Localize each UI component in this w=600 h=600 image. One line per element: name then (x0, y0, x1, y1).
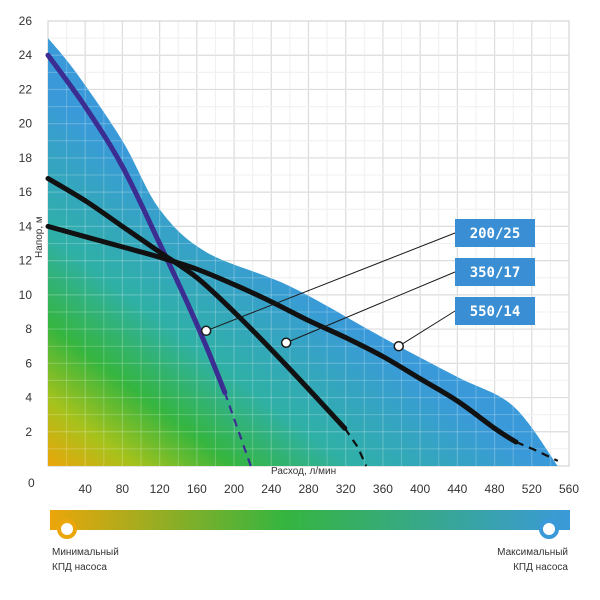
x-tick-label: 200 (224, 482, 244, 496)
callouts: 200/25 350/17 550/14 (200, 219, 535, 352)
x-tick-label: 40 (79, 482, 93, 496)
operating-point-marker (393, 340, 404, 352)
x-tick-label: 80 (116, 482, 130, 496)
min-efficiency-label-1: Минимальный (52, 547, 119, 558)
y-tick-label: 24 (19, 48, 33, 62)
x-tick-label: 400 (410, 482, 430, 496)
min-efficiency-label-2: КПД насоса (52, 562, 107, 573)
y-tick-label: 26 (19, 14, 33, 28)
y-tick-label: 8 (25, 322, 32, 336)
curve-extension-550-14 (515, 440, 559, 462)
series-tag (455, 258, 535, 286)
x-tick-label: 280 (298, 482, 318, 496)
x-tick-label: 240 (261, 482, 281, 496)
efficiency-gradient-bar (50, 510, 570, 530)
max-efficiency-label-2: КПД насоса (513, 562, 568, 573)
y-axis-label: Напор, м (34, 216, 45, 258)
max-efficiency-marker (539, 519, 559, 539)
y-tick-label: 10 (19, 288, 33, 302)
efficiency-zone (48, 38, 558, 466)
x-tick-label: 480 (485, 482, 505, 496)
efficiency-legend: Минимальный КПД насоса Максимальный КПД … (50, 510, 570, 573)
series-tag-label: 550/14 (470, 304, 521, 320)
origin-label: 0 (28, 476, 35, 490)
callout-line (285, 271, 456, 344)
y-tick-label: 2 (25, 425, 32, 439)
series-tag-label: 200/25 (470, 226, 521, 242)
x-tick-label: 520 (522, 482, 542, 496)
y-tick-label: 20 (19, 117, 33, 131)
curve-200-25 (45, 52, 228, 395)
curve-550-14 (45, 223, 519, 445)
callout-line (398, 310, 456, 347)
series-tag-label: 350/17 (470, 265, 521, 281)
operating-point-marker (200, 325, 212, 337)
grid-overlay (48, 21, 569, 466)
curve-extension-350-17 (343, 427, 368, 467)
x-tick-label: 560 (559, 482, 579, 496)
series-tag (455, 219, 535, 247)
x-tick-label: 120 (150, 482, 170, 496)
operating-point-marker (280, 337, 292, 349)
callout-line (205, 232, 456, 332)
x-axis-label: Расход, л/мин (271, 466, 336, 477)
x-tick-label: 360 (373, 482, 393, 496)
y-tick-label: 6 (25, 356, 32, 370)
series-tag (455, 297, 535, 325)
min-efficiency-marker (57, 519, 77, 539)
y-tick-label: 22 (19, 82, 33, 96)
y-tick-label: 4 (25, 391, 32, 405)
y-tick-label: 16 (19, 185, 33, 199)
curve-350-17 (45, 176, 348, 431)
x-tick-label: 160 (187, 482, 207, 496)
y-tick-label: 12 (19, 254, 33, 268)
ticks: 40 80 120 160 200 240 280 320 360 400 440 480 520 560… (19, 14, 580, 496)
max-efficiency-label-1: Максимальный (497, 547, 568, 558)
x-tick-label: 320 (336, 482, 356, 496)
y-tick-label: 14 (19, 219, 33, 233)
curves (45, 52, 559, 467)
x-tick-label: 440 (447, 482, 467, 496)
efficiency-zone-fill (48, 38, 558, 466)
y-tick-label: 18 (19, 151, 33, 165)
